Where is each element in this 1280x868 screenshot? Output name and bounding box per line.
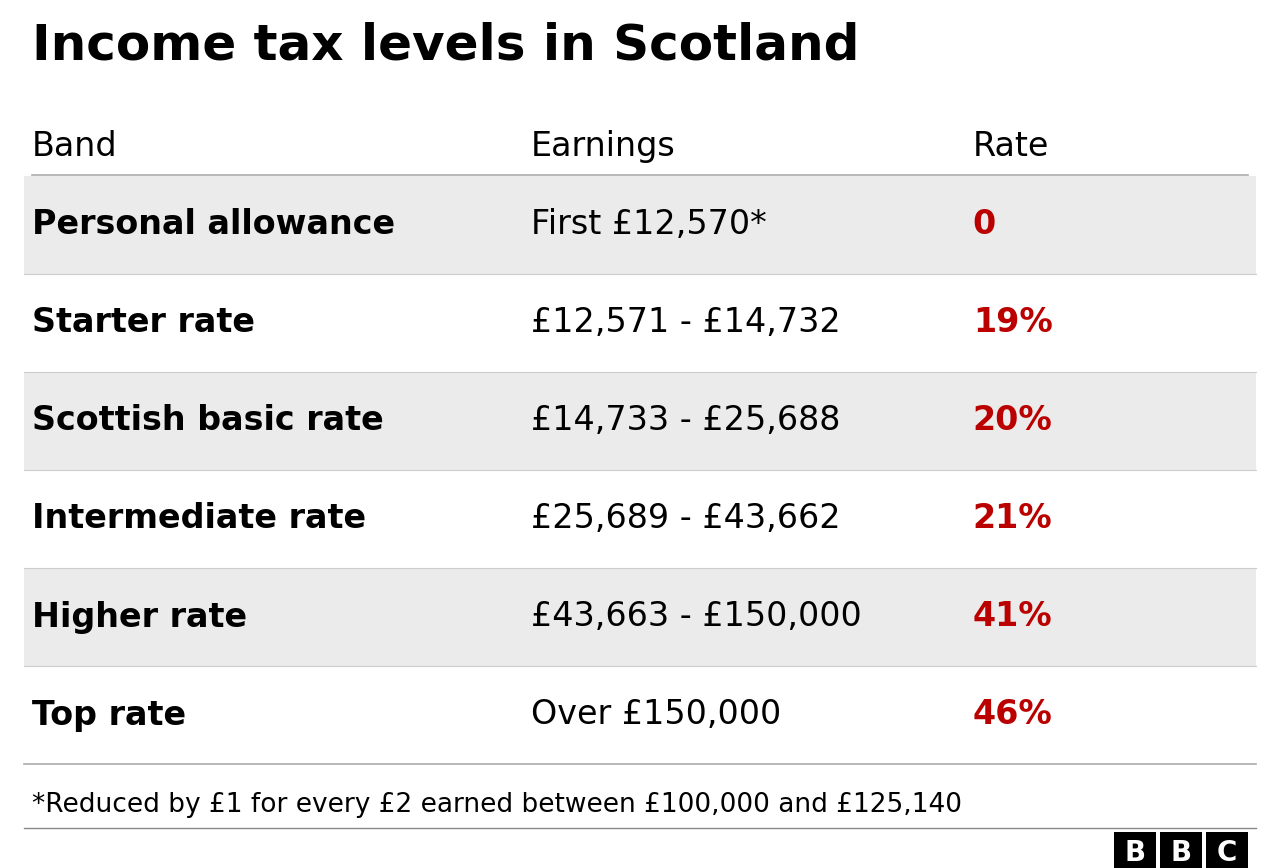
Text: £43,663 - £150,000: £43,663 - £150,000 — [531, 601, 861, 634]
Text: Rate: Rate — [973, 130, 1050, 163]
Text: Earnings: Earnings — [531, 130, 676, 163]
Bar — [1206, 832, 1248, 868]
Text: Band: Band — [32, 130, 118, 163]
Bar — [24, 666, 1256, 764]
Text: £25,689 - £43,662: £25,689 - £43,662 — [531, 503, 841, 536]
Text: £14,733 - £25,688: £14,733 - £25,688 — [531, 404, 841, 437]
Text: Top rate: Top rate — [32, 699, 186, 732]
Text: B: B — [1124, 839, 1146, 867]
Bar — [24, 568, 1256, 666]
Text: 41%: 41% — [973, 601, 1052, 634]
Bar — [1160, 832, 1202, 868]
Text: Scottish basic rate: Scottish basic rate — [32, 404, 384, 437]
Bar — [1114, 832, 1156, 868]
Text: 21%: 21% — [973, 503, 1052, 536]
Text: *Reduced by £1 for every £2 earned between £100,000 and £125,140: *Reduced by £1 for every £2 earned betwe… — [32, 792, 963, 818]
Text: C: C — [1217, 839, 1238, 867]
Text: 19%: 19% — [973, 306, 1052, 339]
Text: Income tax levels in Scotland: Income tax levels in Scotland — [32, 22, 859, 70]
Text: First £12,570*: First £12,570* — [531, 208, 767, 241]
Text: 46%: 46% — [973, 699, 1052, 732]
Text: Starter rate: Starter rate — [32, 306, 255, 339]
Text: 20%: 20% — [973, 404, 1052, 437]
Text: 0: 0 — [973, 208, 996, 241]
Text: £12,571 - £14,732: £12,571 - £14,732 — [531, 306, 841, 339]
Text: B: B — [1170, 839, 1192, 867]
Text: Personal allowance: Personal allowance — [32, 208, 396, 241]
Text: Higher rate: Higher rate — [32, 601, 247, 634]
Bar — [24, 470, 1256, 568]
Bar — [24, 274, 1256, 372]
Text: Over £150,000: Over £150,000 — [531, 699, 782, 732]
Text: Intermediate rate: Intermediate rate — [32, 503, 366, 536]
Bar — [24, 372, 1256, 470]
Bar — [24, 176, 1256, 274]
